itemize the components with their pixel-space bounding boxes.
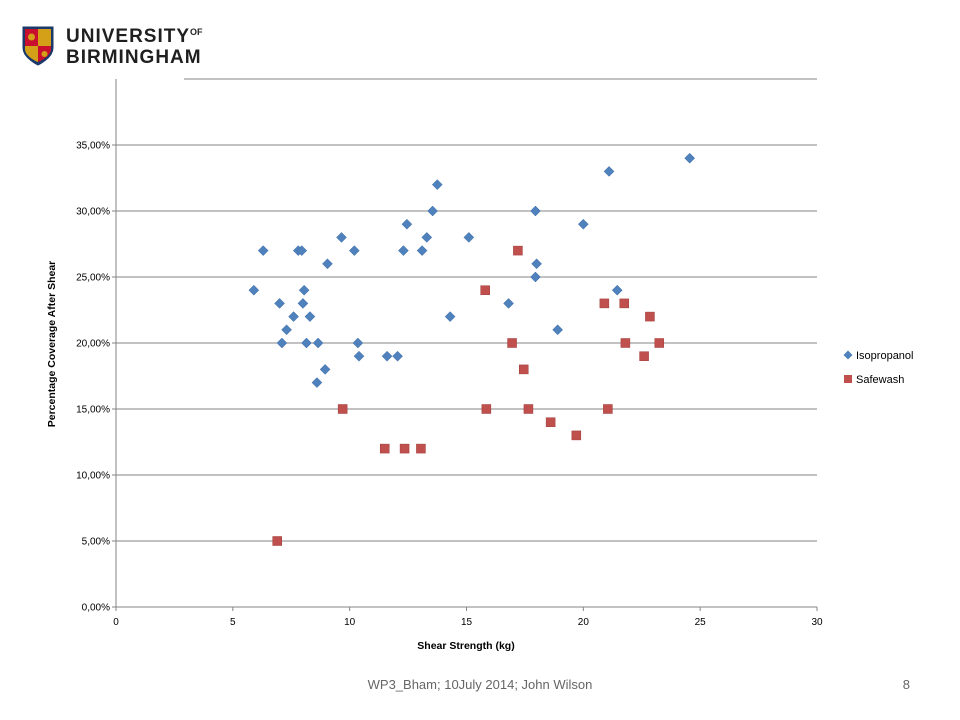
isopropanol-point <box>401 218 413 230</box>
isopropanol-point <box>530 271 541 283</box>
safewash-point <box>603 404 613 414</box>
isopropanol-point <box>353 350 365 362</box>
x-tick-label: 10 <box>344 617 356 628</box>
safewash-point <box>619 298 629 309</box>
isopropanol-point <box>503 298 514 309</box>
isopropanol-point <box>348 245 360 256</box>
x-tick-label: 20 <box>578 617 590 628</box>
isopropanol-point <box>552 324 563 336</box>
safewash-point <box>480 285 490 295</box>
isopropanol-point <box>298 284 310 296</box>
isopropanol-point <box>444 311 456 322</box>
isopropanol-point <box>427 205 438 217</box>
legend-square-icon <box>844 375 852 383</box>
isopropanol-point <box>248 284 260 296</box>
isopropanol-point <box>603 166 615 177</box>
y-tick-label: 0,00% <box>82 603 110 614</box>
isopropanol-point <box>431 179 443 190</box>
isopropanol-point <box>392 350 403 362</box>
safewash-point <box>645 311 655 322</box>
y-axis-title: Percentage Coverage After Shear <box>46 261 58 428</box>
university-name-sup: OF <box>190 27 203 37</box>
y-tick-label: 15,00% <box>76 405 110 416</box>
data-points <box>248 152 696 546</box>
isopropanol-point <box>274 298 285 309</box>
safewash-point <box>571 430 582 441</box>
legend-diamond-icon <box>843 350 853 360</box>
safewash-point <box>337 404 348 414</box>
safewash-point <box>639 351 649 361</box>
x-tick-label: 15 <box>461 617 473 628</box>
safewash-point <box>518 364 529 375</box>
safewash-point <box>272 536 282 546</box>
y-tick-label: 30,00% <box>76 207 110 218</box>
safewash-point <box>513 245 523 256</box>
y-tick-label: 5,00% <box>82 537 110 548</box>
x-tick-label: 30 <box>811 617 823 628</box>
x-tick-label: 25 <box>695 617 707 628</box>
gridlines <box>116 78 817 542</box>
safewash-point <box>416 443 426 454</box>
isopropanol-point <box>684 152 696 164</box>
legend-label: Safewash <box>856 374 904 386</box>
x-tick-label: 5 <box>230 617 236 628</box>
y-tick-label: 20,00% <box>76 339 110 350</box>
isopropanol-point <box>312 337 324 349</box>
isopropanol-point <box>530 205 541 217</box>
footer-text: WP3_Bham; 10July 2014; John Wilson <box>367 677 593 692</box>
legend: Isopropanol Safewash <box>843 350 914 386</box>
safewash-point <box>507 338 517 348</box>
crest-icon <box>22 26 54 66</box>
x-axis-title: Shear Strength (kg) <box>417 640 514 652</box>
isopropanol-point <box>611 284 623 296</box>
university-logo: UNIVERSITYOF BIRMINGHAM <box>22 20 203 68</box>
safewash-point <box>620 338 631 348</box>
y-tick-label: 10,00% <box>76 471 110 482</box>
university-name-line2: BIRMINGHAM <box>66 47 202 68</box>
isopropanol-point <box>276 337 288 349</box>
isopropanol-point <box>531 258 542 270</box>
isopropanol-point <box>577 218 589 230</box>
isopropanol-point <box>322 258 333 270</box>
legend-label: Isopropanol <box>856 350 914 362</box>
y-axis-ticks: 0,00% 5,00% 10,00% 15,00% 20,00% 25,00% 30,00%… <box>76 141 116 614</box>
isopropanol-point <box>319 364 331 375</box>
safewash-point <box>654 338 665 348</box>
isopropanol-point <box>304 311 316 322</box>
safewash-point <box>599 298 610 309</box>
isopropanol-point <box>381 350 393 362</box>
university-name: UNIVERSITYOF BIRMINGHAM <box>66 22 203 69</box>
isopropanol-point <box>336 232 347 243</box>
x-tick-label: 0 <box>113 617 119 628</box>
isopropanol-point <box>463 232 475 243</box>
page-number: 8 <box>902 677 910 692</box>
isopropanol-point <box>352 337 364 349</box>
isopropanol-point <box>398 245 409 256</box>
safewash-point <box>523 404 534 414</box>
isopropanol-point <box>257 245 269 256</box>
safewash-point <box>399 443 410 454</box>
isopropanol-point <box>311 377 323 388</box>
safewash-point <box>481 404 492 414</box>
isopropanol-point <box>297 298 309 309</box>
safewash-point <box>379 443 390 454</box>
isopropanol-point <box>288 311 299 322</box>
isopropanol-point <box>296 245 308 256</box>
safewash-point <box>545 417 556 427</box>
y-tick-label: 35,00% <box>76 141 110 152</box>
y-tick-label: 25,00% <box>76 273 110 284</box>
university-name-line1: UNIVERSITY <box>66 26 191 47</box>
x-axis-ticks: 0 5 10 15 20 25 30 <box>113 607 823 628</box>
isopropanol-point <box>421 232 433 243</box>
isopropanol-point <box>416 245 428 256</box>
isopropanol-point <box>281 324 292 336</box>
isopropanol-point <box>301 337 312 349</box>
